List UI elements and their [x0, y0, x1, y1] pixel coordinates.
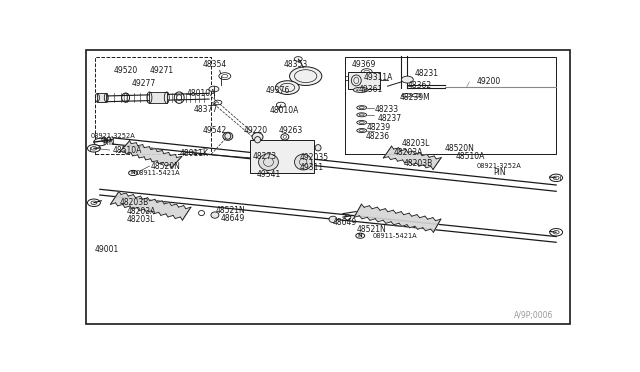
Ellipse shape	[255, 137, 260, 143]
Text: 49277: 49277	[132, 79, 156, 88]
Bar	[97, 93, 106, 102]
Text: 49376: 49376	[266, 86, 291, 95]
Ellipse shape	[356, 113, 367, 117]
Text: 48649: 48649	[220, 214, 244, 223]
Text: 48010A: 48010A	[187, 89, 216, 98]
Text: 48510A: 48510A	[112, 146, 141, 155]
Circle shape	[94, 138, 107, 146]
Ellipse shape	[356, 106, 367, 110]
Ellipse shape	[259, 154, 278, 170]
Text: 48203L: 48203L	[401, 139, 430, 148]
Ellipse shape	[223, 132, 233, 140]
Text: 48362: 48362	[408, 81, 431, 90]
Text: 49542: 49542	[203, 126, 227, 135]
Polygon shape	[120, 141, 182, 168]
Text: 08921-3252A: 08921-3252A	[477, 163, 522, 169]
Text: 49271: 49271	[150, 66, 173, 75]
Circle shape	[88, 145, 100, 152]
Ellipse shape	[225, 133, 231, 139]
Text: 48203A: 48203A	[394, 148, 423, 157]
Ellipse shape	[294, 154, 312, 170]
Text: 08921-3252A: 08921-3252A	[91, 133, 136, 139]
Bar	[95, 57, 211, 154]
Text: 48011K: 48011K	[179, 149, 208, 158]
Text: N: N	[131, 170, 136, 176]
Text: 48203L: 48203L	[127, 215, 156, 224]
Text: 48510A: 48510A	[456, 153, 485, 161]
Text: 48237: 48237	[378, 114, 402, 123]
Text: 48354: 48354	[203, 60, 227, 69]
Bar	[348, 72, 380, 89]
Circle shape	[401, 76, 413, 83]
Circle shape	[129, 170, 138, 176]
Text: 48203A: 48203A	[127, 207, 157, 216]
Text: N: N	[358, 233, 362, 238]
Text: 48231: 48231	[415, 69, 439, 78]
Text: 49220: 49220	[244, 126, 268, 135]
Ellipse shape	[356, 129, 367, 132]
Polygon shape	[383, 146, 441, 169]
Text: 48353: 48353	[284, 60, 308, 69]
Text: PIN: PIN	[102, 138, 115, 147]
Text: 48010A: 48010A	[270, 106, 300, 115]
Ellipse shape	[289, 67, 322, 86]
Text: 08911-5421A: 08911-5421A	[136, 170, 180, 176]
Text: 48203B: 48203B	[120, 198, 149, 207]
Text: 48520N: 48520N	[445, 144, 474, 153]
Circle shape	[209, 86, 219, 92]
Text: 49520: 49520	[114, 66, 138, 75]
Text: 48203B: 48203B	[404, 159, 433, 168]
Text: 48377: 48377	[194, 105, 218, 113]
Text: 48239M: 48239M	[400, 93, 431, 102]
Ellipse shape	[315, 145, 321, 151]
Text: 48649: 48649	[333, 218, 357, 227]
Text: 49311A: 49311A	[364, 73, 393, 82]
Text: 492035: 492035	[300, 153, 329, 162]
Text: 48521N: 48521N	[356, 225, 386, 234]
Ellipse shape	[275, 81, 300, 94]
Text: 48233: 48233	[374, 105, 398, 114]
Text: 49541: 49541	[257, 170, 281, 179]
Bar	[250, 140, 314, 173]
Circle shape	[550, 228, 563, 236]
Text: 49311: 49311	[300, 163, 324, 172]
Text: 08911-5421A: 08911-5421A	[372, 233, 417, 239]
Ellipse shape	[252, 132, 263, 141]
Ellipse shape	[356, 121, 367, 125]
Text: 48521N: 48521N	[216, 206, 245, 215]
Ellipse shape	[353, 87, 368, 93]
Polygon shape	[354, 204, 441, 232]
Text: 49361: 49361	[359, 85, 383, 94]
Text: 48236: 48236	[365, 132, 390, 141]
Text: 48273: 48273	[253, 152, 276, 161]
Circle shape	[356, 233, 365, 238]
Bar	[150, 92, 167, 103]
Text: 48239: 48239	[367, 123, 391, 132]
Text: PIN: PIN	[493, 168, 506, 177]
Text: 49001: 49001	[95, 245, 119, 254]
Text: 49200: 49200	[477, 77, 501, 86]
Ellipse shape	[211, 212, 219, 218]
Text: 49369: 49369	[352, 60, 376, 69]
Circle shape	[550, 174, 563, 182]
Text: A/9P;0006: A/9P;0006	[514, 311, 553, 320]
Circle shape	[88, 199, 100, 206]
Text: 49263: 49263	[278, 126, 303, 135]
Text: 48520N: 48520N	[151, 162, 181, 171]
Ellipse shape	[329, 216, 337, 222]
Polygon shape	[111, 192, 191, 220]
